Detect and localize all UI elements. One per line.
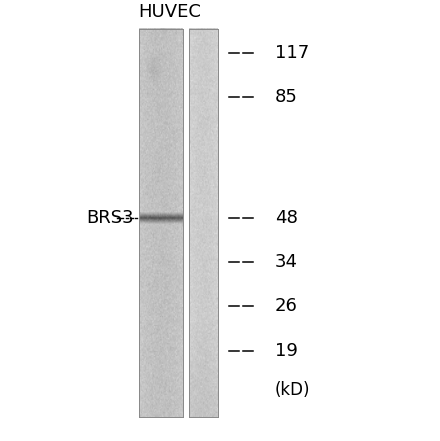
Text: HUVEC: HUVEC: [138, 4, 201, 21]
Text: 19: 19: [275, 342, 298, 359]
Text: 85: 85: [275, 88, 298, 106]
Text: 117: 117: [275, 44, 309, 62]
Text: BRS3: BRS3: [86, 209, 133, 227]
Text: 48: 48: [275, 209, 298, 227]
Text: 34: 34: [275, 254, 298, 271]
Text: 26: 26: [275, 298, 298, 315]
Text: (kD): (kD): [275, 381, 311, 399]
